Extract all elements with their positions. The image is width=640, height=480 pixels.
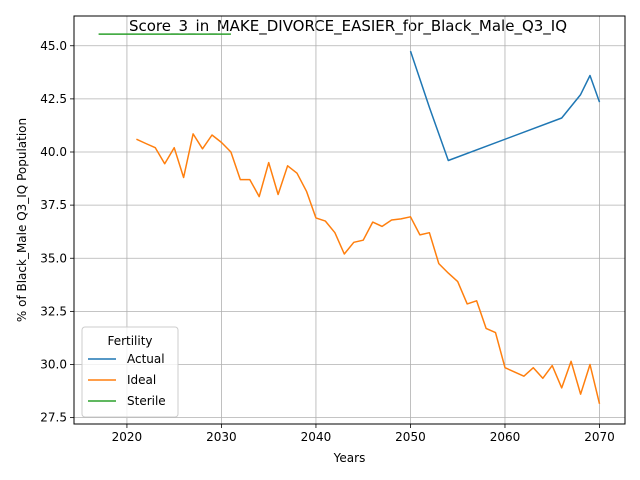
legend-title: Fertility	[107, 334, 152, 348]
legend-label-ideal: Ideal	[127, 373, 156, 387]
y-tick-label: 40.0	[40, 145, 67, 159]
grid	[74, 16, 625, 424]
series-line-ideal	[136, 133, 601, 404]
y-tick-label: 32.5	[40, 304, 67, 318]
x-tick-label: 2030	[206, 430, 237, 444]
y-tick-label: 27.5	[40, 411, 67, 425]
chart-title: Score_3_in_MAKE_DIVORCE_EASIER_for_Black…	[129, 17, 567, 36]
legend-label-sterile: Sterile	[127, 394, 166, 408]
legend-box	[81, 326, 179, 418]
x-tick-label: 2060	[490, 430, 521, 444]
y-tick-label: 42.5	[40, 92, 67, 106]
series-lines	[98, 33, 601, 404]
x-axis-label: Years	[333, 451, 366, 465]
legend: Fertility Actual Ideal Sterile	[81, 326, 179, 418]
plot-frame	[73, 15, 626, 425]
y-axis: 27.5 30.0 32.5 35.0 37.5 40.0 42.5 45.0	[40, 39, 74, 425]
y-tick-label: 35.0	[40, 251, 67, 265]
x-tick-label: 2070	[584, 430, 615, 444]
y-tick-label: 37.5	[40, 198, 67, 212]
legend-label-actual: Actual	[127, 352, 165, 366]
x-tick-label: 2050	[395, 430, 426, 444]
x-axis: 2020 2030 2040 2050 2060 2070	[112, 424, 615, 444]
series-line-actual	[409, 50, 601, 162]
x-tick-label: 2020	[112, 430, 143, 444]
y-tick-label: 30.0	[40, 358, 67, 372]
y-tick-label: 45.0	[40, 39, 67, 53]
y-axis-label: % of Black_Male Q3_IQ Population	[15, 118, 29, 322]
legend-items: Actual Ideal Sterile	[88, 352, 166, 408]
x-tick-label: 2040	[301, 430, 332, 444]
